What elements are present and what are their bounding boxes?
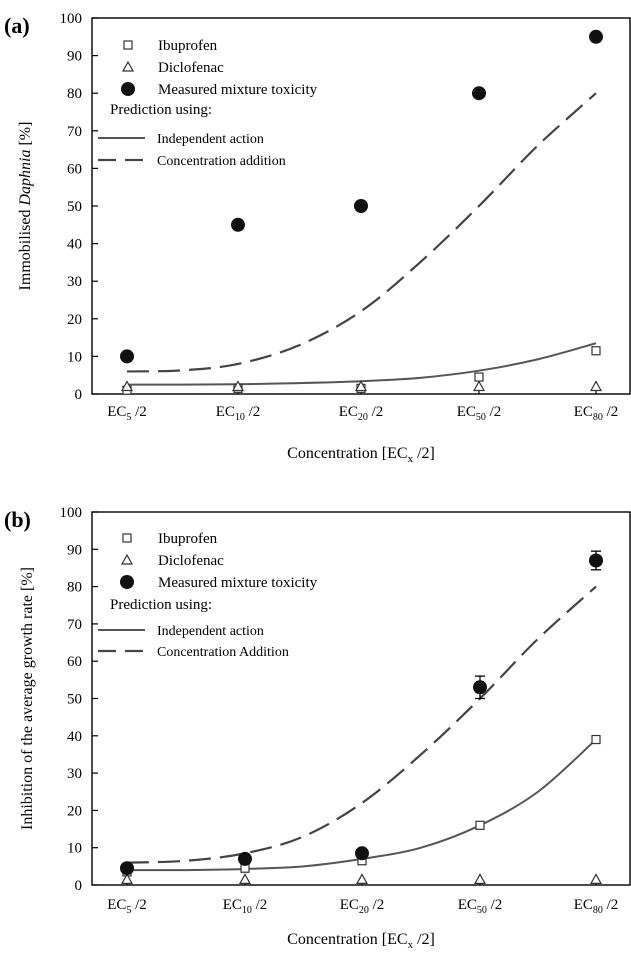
measured-point [354, 199, 368, 213]
y-tick-label: 80 [67, 580, 82, 596]
diclofenac-point [473, 873, 487, 885]
legend-circle-icon [121, 82, 135, 96]
legend-entry: Independent action [157, 624, 264, 639]
y-tick-label: 50 [67, 692, 82, 708]
legend: Ibuprofen Diclofenac Measured mixture toxi… [98, 38, 318, 169]
legend-entry: Measured mixture toxicity [158, 82, 318, 98]
x-tick-label: EC10 /2 [223, 897, 268, 916]
y-tick-label: 30 [67, 766, 82, 782]
x-axis-title: Concentration [ECx /2] [287, 445, 435, 465]
legend: Ibuprofen Diclofenac Measured mixture toxi… [98, 531, 318, 660]
y-tick-label: 90 [67, 49, 82, 65]
legend-square-icon [123, 40, 133, 50]
legend-triangle-icon [121, 60, 135, 72]
chart-panel-a: (a) 0 10 20 30 40 50 60 70 80 90 100 EC5 /2 EC10 /2 EC… [4, 11, 631, 465]
diclofenac-point [120, 873, 134, 885]
legend-entry: Diclofenac [158, 553, 224, 569]
legend-entry: Concentration Addition [157, 645, 289, 660]
legend-prediction-heading: Prediction using: [110, 597, 212, 613]
diclofenac-point [589, 873, 603, 885]
diclofenac-point [355, 873, 369, 885]
ibuprofen-point [591, 734, 601, 745]
legend-triangle-icon [120, 553, 134, 565]
legend-entry: Ibuprofen [158, 38, 218, 54]
x-axis-title: Concentration [ECx /2] [287, 931, 435, 951]
y-tick-label: 70 [67, 617, 82, 633]
legend-square-icon [122, 533, 132, 543]
diclofenac-point [231, 380, 245, 392]
ibuprofen-point [475, 820, 485, 830]
legend-prediction-heading: Prediction using: [110, 102, 212, 118]
ia-prediction-line [126, 342, 597, 386]
y-tick-label: 40 [67, 237, 82, 253]
x-tick-label: EC50 /2 [457, 404, 502, 423]
legend-entry: Diclofenac [158, 60, 224, 76]
measured-point [589, 553, 603, 568]
y-tick-label: 30 [67, 274, 82, 290]
y-tick-label: 20 [67, 803, 82, 819]
ibuprofen-point [474, 372, 484, 382]
y-tick-label: 50 [67, 199, 82, 215]
x-tick-label: EC20 /2 [340, 897, 385, 916]
x-tick-label: EC5 /2 [107, 897, 147, 916]
measured-point [120, 349, 134, 364]
measured-point [473, 680, 487, 695]
legend-entry: Concentration addition [157, 154, 286, 169]
measured-point [589, 29, 603, 44]
diclofenac-point [120, 380, 134, 392]
measured-point [120, 861, 134, 876]
measured-point [238, 851, 252, 866]
chart-panel-b: (b) 0 10 20 30 40 50 60 70 80 90 100 EC5 /2 EC10 /2 EC… [4, 505, 631, 951]
x-tick-label: EC5 /2 [107, 404, 147, 423]
legend-circle-icon [120, 575, 134, 589]
y-tick-label: 10 [67, 841, 82, 857]
y-tick-label: 40 [67, 729, 82, 745]
x-tick-label: EC20 /2 [339, 404, 384, 423]
x-tick-label: EC50 /2 [458, 897, 503, 916]
y-tick-label: 70 [67, 124, 82, 140]
y-tick-label: 80 [67, 86, 82, 102]
diclofenac-point [472, 380, 486, 392]
y-tick-label: 10 [67, 349, 82, 365]
y-tick-label: 100 [60, 11, 83, 27]
diclofenac-point [354, 380, 368, 392]
y-tick-label: 60 [67, 654, 82, 670]
y-axis-title: Inhibition of the average growth rate [%… [19, 567, 36, 830]
y-tick-label: 0 [75, 387, 83, 403]
x-tick-label: EC80 /2 [574, 404, 619, 423]
ibuprofen-point [591, 346, 601, 356]
legend-entry: Ibuprofen [158, 531, 218, 547]
legend-entry: Measured mixture toxicity [158, 575, 318, 591]
y-tick-label: 20 [67, 312, 82, 328]
y-tick-label: 90 [67, 542, 82, 558]
panel-label: (b) [4, 507, 31, 532]
legend-entry: Independent action [157, 132, 264, 147]
measured-point [355, 846, 369, 861]
y-tick-label: 0 [75, 878, 83, 894]
panel-label: (a) [4, 13, 30, 38]
measured-point [231, 217, 245, 232]
y-tick-label: 60 [67, 161, 82, 177]
y-tick-label: 100 [60, 505, 83, 521]
measured-point [472, 86, 486, 101]
diclofenac-point [589, 380, 603, 392]
x-tick-label: EC80 /2 [574, 897, 619, 916]
diclofenac-point [238, 873, 252, 885]
ca-prediction-line [126, 92, 597, 373]
ca-prediction-line [126, 585, 597, 864]
y-axis-title: Immobilised Daphnia [%] [17, 122, 34, 291]
x-tick-label: EC10 /2 [216, 404, 261, 423]
